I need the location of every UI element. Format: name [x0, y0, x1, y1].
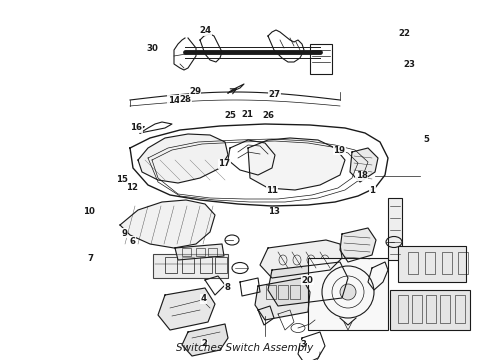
Text: 18: 18: [356, 171, 368, 180]
Polygon shape: [340, 228, 376, 262]
Text: 9: 9: [122, 229, 128, 238]
Text: 16: 16: [130, 123, 142, 132]
Text: 30: 30: [147, 44, 159, 53]
Bar: [278, 285, 288, 299]
Bar: [390, 290, 470, 330]
Text: 13: 13: [269, 207, 280, 216]
Bar: [455, 295, 465, 323]
Polygon shape: [158, 288, 215, 330]
Polygon shape: [350, 148, 378, 182]
Bar: [388, 198, 402, 260]
Text: 3: 3: [301, 341, 307, 349]
Bar: [308, 258, 388, 330]
Polygon shape: [182, 324, 228, 356]
Text: 11: 11: [266, 186, 278, 195]
Text: 23: 23: [403, 59, 415, 68]
Polygon shape: [138, 134, 228, 183]
Text: 21: 21: [242, 110, 253, 119]
Text: 6: 6: [129, 237, 135, 246]
Text: 2: 2: [202, 339, 208, 348]
Bar: [398, 246, 466, 282]
Polygon shape: [175, 244, 224, 260]
Text: 10: 10: [83, 207, 95, 216]
Circle shape: [340, 284, 356, 300]
Text: 26: 26: [263, 111, 274, 120]
Bar: [398, 295, 408, 323]
Text: 19: 19: [333, 146, 345, 155]
Bar: [153, 254, 228, 278]
Bar: [442, 252, 452, 274]
Text: Switches Switch Assembly: Switches Switch Assembly: [176, 343, 314, 353]
Text: 7: 7: [88, 254, 94, 263]
Text: 29: 29: [189, 87, 201, 96]
Bar: [208, 248, 217, 256]
Text: 4: 4: [200, 294, 206, 303]
Text: 24: 24: [200, 26, 212, 35]
Bar: [425, 252, 435, 274]
Text: 20: 20: [302, 276, 314, 284]
Bar: [426, 295, 436, 323]
Text: 27: 27: [269, 90, 280, 99]
Bar: [412, 295, 422, 323]
Polygon shape: [120, 200, 215, 248]
Bar: [200, 257, 212, 273]
Bar: [266, 285, 276, 299]
Bar: [408, 252, 418, 274]
Text: 8: 8: [225, 284, 231, 292]
Text: 28: 28: [179, 94, 191, 104]
Bar: [182, 257, 194, 273]
Text: 25: 25: [224, 111, 236, 120]
Polygon shape: [255, 278, 310, 320]
Text: 22: 22: [398, 29, 410, 37]
Polygon shape: [248, 138, 345, 190]
Bar: [165, 257, 177, 273]
Bar: [440, 295, 450, 323]
Bar: [310, 44, 332, 74]
Text: 17: 17: [219, 159, 230, 168]
Bar: [290, 285, 300, 299]
Polygon shape: [268, 262, 348, 306]
Bar: [196, 248, 205, 256]
Text: 15: 15: [116, 175, 127, 184]
Bar: [215, 257, 227, 273]
Text: 1: 1: [369, 186, 375, 195]
Text: 14: 14: [168, 96, 180, 105]
Text: 5: 5: [423, 135, 429, 144]
Bar: [182, 248, 191, 256]
Bar: [458, 252, 468, 274]
Polygon shape: [260, 240, 342, 278]
Text: 12: 12: [126, 183, 138, 192]
